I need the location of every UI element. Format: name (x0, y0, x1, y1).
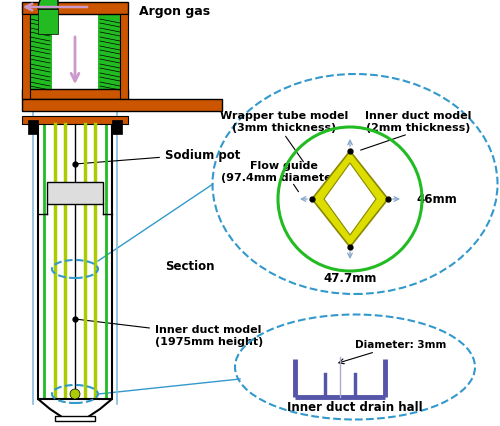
Bar (22, 117, 128, 125)
Text: 47.7mm: 47.7mm (324, 271, 376, 284)
Polygon shape (324, 164, 376, 236)
Text: Flow guide
(97.4mm diameter ): Flow guide (97.4mm diameter ) (222, 161, 346, 182)
Bar (22, 100, 222, 112)
Bar (22, 15, 30, 100)
Bar (25, 5, 125, 100)
Bar (38, 10, 58, 35)
Polygon shape (312, 152, 388, 248)
FancyBboxPatch shape (47, 183, 103, 204)
Bar (30, 15, 120, 98)
Text: Inner duct drain hall: Inner duct drain hall (287, 400, 423, 414)
Text: Inner duct model
(1975mm height): Inner duct model (1975mm height) (78, 320, 263, 346)
Text: Argon gas: Argon gas (140, 5, 210, 18)
Bar (22, 3, 128, 15)
Text: Wrapper tube model
(3mm thickness): Wrapper tube model (3mm thickness) (220, 111, 348, 132)
Bar (22, 90, 128, 100)
Bar (52, 15, 98, 97)
Bar (55, 416, 95, 421)
Bar (112, 121, 122, 135)
Text: 46mm: 46mm (416, 193, 457, 206)
Text: Sodium pot: Sodium pot (78, 148, 240, 164)
Text: Inner duct model
(2mm thickness): Inner duct model (2mm thickness) (365, 111, 471, 132)
Polygon shape (38, 399, 112, 421)
Text: Diameter: 3mm: Diameter: 3mm (339, 339, 446, 364)
Bar (28, 121, 38, 135)
Wedge shape (38, 0, 58, 10)
Circle shape (70, 389, 80, 399)
Bar (120, 15, 128, 100)
Text: Section: Section (165, 259, 214, 272)
